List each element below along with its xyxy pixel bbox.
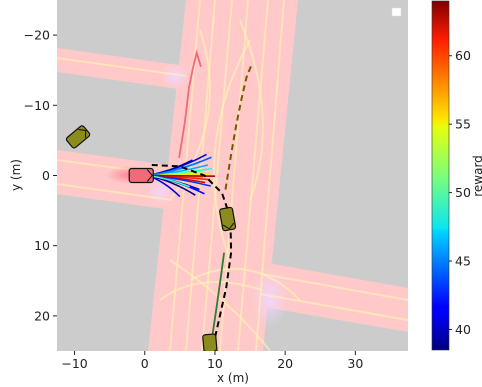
other-vehicle-body	[65, 125, 91, 149]
colorbar-tick-label: 45	[455, 254, 471, 269]
other-vehicle	[202, 333, 218, 351]
lane-line	[261, 273, 408, 301]
lane-line	[255, 0, 285, 351]
y-tick-label: −20	[24, 28, 50, 43]
colorbar-label: reward	[471, 155, 482, 197]
y-tick-label: 0	[42, 168, 50, 183]
x-tick-label: 30	[347, 356, 363, 371]
y-tick-label: 10	[34, 238, 50, 253]
lane-line	[159, 281, 263, 301]
x-tick-label: −10	[61, 356, 87, 371]
colorbar-gradient	[431, 0, 450, 351]
y-axis: −20 −10 0 10 20	[24, 28, 57, 323]
lane-line	[57, 183, 173, 201]
other-vehicle	[65, 125, 91, 149]
ego-past-path-line	[178, 49, 202, 159]
lane-line	[237, 0, 269, 351]
colorbar-tick-label: 50	[455, 185, 471, 200]
y-axis-label: y (m)	[9, 159, 23, 191]
colorbar-ticks: 40 45 50 55 60	[449, 48, 471, 337]
road-west-upper	[57, 48, 186, 90]
lane-line	[189, 267, 301, 301]
colorbar: 40 45 50 55 60 reward	[431, 0, 482, 351]
lane-line	[57, 57, 187, 77]
ego-vehicle-body	[128, 167, 154, 184]
x-tick-label: 20	[277, 356, 293, 371]
other-vehicle	[219, 206, 237, 232]
x-axis: −10 0 10 20 30	[61, 351, 363, 371]
other-vehicle-heading-mark	[222, 222, 235, 230]
intersection-glow	[161, 62, 189, 90]
colorbar-tick-label: 55	[455, 117, 471, 132]
y-tick-label: −10	[24, 98, 50, 113]
x-tick-label: 0	[141, 356, 149, 371]
other-vehicle-body	[202, 333, 218, 351]
plot-area	[57, 0, 408, 351]
lane-line	[169, 259, 271, 351]
ego-vehicle-heading-mark	[146, 169, 153, 182]
ego-vehicle	[128, 167, 154, 184]
y-tick-label: 20	[34, 308, 50, 323]
lane-line	[239, 19, 264, 201]
vehicle-trail-line	[211, 252, 225, 338]
vehicles-layer	[65, 125, 237, 351]
x-axis-label: x (m)	[217, 371, 249, 385]
lane-line	[201, 0, 233, 351]
x-tick-label: 10	[207, 356, 223, 371]
legend-marker	[391, 7, 402, 17]
colorbar-tick-label: 60	[455, 48, 471, 63]
lane-line	[259, 293, 408, 321]
lane-line	[213, 39, 251, 261]
colorbar-tick-label: 40	[455, 322, 471, 337]
other-vehicle-heading-mark	[78, 128, 87, 138]
